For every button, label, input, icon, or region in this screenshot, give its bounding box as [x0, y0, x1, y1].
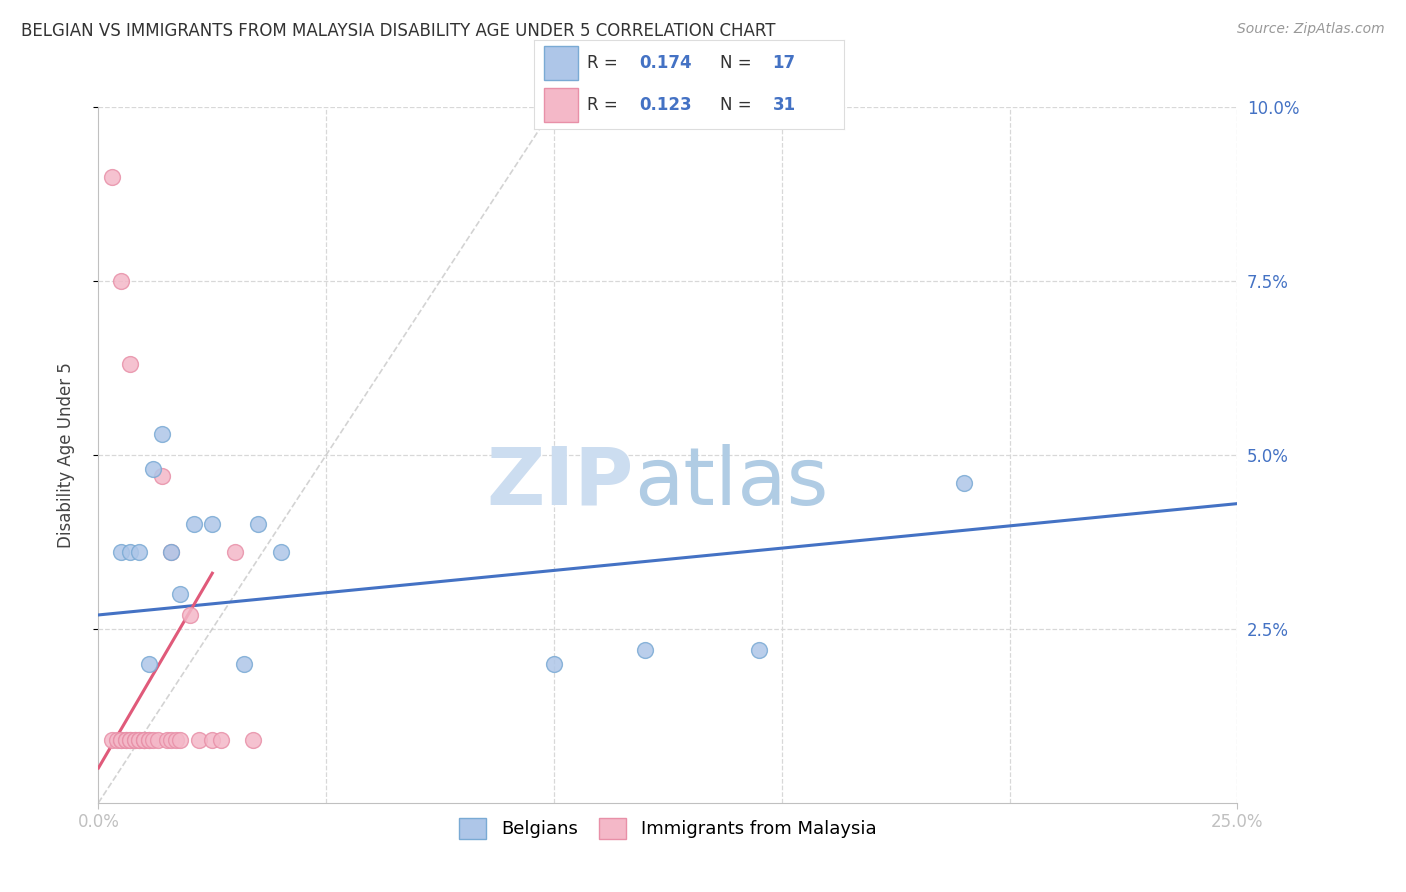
- Point: [201, 517, 224, 532]
- Point: [120, 545, 142, 559]
- Point: [142, 733, 165, 747]
- Point: [101, 169, 124, 184]
- Point: [183, 517, 205, 532]
- Point: [138, 733, 160, 747]
- Point: [209, 733, 232, 747]
- Text: atlas: atlas: [634, 443, 828, 522]
- Point: [138, 733, 160, 747]
- Legend: Belgians, Immigrants from Malaysia: Belgians, Immigrants from Malaysia: [451, 811, 884, 846]
- Point: [120, 358, 142, 372]
- Point: [132, 733, 155, 747]
- Point: [224, 545, 246, 559]
- Point: [160, 545, 183, 559]
- Point: [179, 607, 201, 622]
- Point: [150, 468, 173, 483]
- Text: BELGIAN VS IMMIGRANTS FROM MALAYSIA DISABILITY AGE UNDER 5 CORRELATION CHART: BELGIAN VS IMMIGRANTS FROM MALAYSIA DISA…: [21, 22, 776, 40]
- Y-axis label: Disability Age Under 5: Disability Age Under 5: [56, 362, 75, 548]
- Point: [128, 733, 150, 747]
- Point: [748, 642, 770, 657]
- FancyBboxPatch shape: [544, 88, 578, 122]
- Point: [543, 657, 565, 671]
- Text: N =: N =: [720, 54, 756, 72]
- Text: 17: 17: [772, 54, 796, 72]
- Point: [187, 733, 209, 747]
- Point: [124, 733, 146, 747]
- Point: [110, 545, 132, 559]
- Text: 31: 31: [772, 96, 796, 114]
- Point: [105, 733, 128, 747]
- Point: [114, 733, 136, 747]
- Point: [270, 545, 292, 559]
- Point: [634, 642, 657, 657]
- Text: Source: ZipAtlas.com: Source: ZipAtlas.com: [1237, 22, 1385, 37]
- Point: [128, 545, 150, 559]
- Point: [165, 733, 187, 747]
- Point: [132, 733, 155, 747]
- Point: [101, 733, 124, 747]
- Point: [110, 733, 132, 747]
- FancyBboxPatch shape: [544, 46, 578, 80]
- Point: [120, 733, 142, 747]
- Point: [110, 733, 132, 747]
- Point: [160, 733, 183, 747]
- Point: [246, 517, 269, 532]
- Point: [169, 587, 191, 601]
- Point: [120, 733, 142, 747]
- Point: [156, 733, 179, 747]
- Point: [110, 274, 132, 288]
- Point: [132, 733, 155, 747]
- Point: [160, 545, 183, 559]
- Point: [233, 657, 256, 671]
- Point: [953, 475, 976, 490]
- Text: R =: R =: [586, 54, 623, 72]
- Text: ZIP: ZIP: [486, 443, 634, 522]
- Text: N =: N =: [720, 96, 756, 114]
- Text: 0.174: 0.174: [640, 54, 692, 72]
- Point: [201, 733, 224, 747]
- Point: [169, 733, 191, 747]
- Text: 0.123: 0.123: [640, 96, 692, 114]
- Point: [138, 657, 160, 671]
- Point: [114, 733, 136, 747]
- Point: [142, 462, 165, 476]
- Point: [242, 733, 264, 747]
- Point: [150, 427, 173, 442]
- Point: [146, 733, 169, 747]
- Point: [128, 733, 150, 747]
- Point: [124, 733, 146, 747]
- Text: R =: R =: [586, 96, 623, 114]
